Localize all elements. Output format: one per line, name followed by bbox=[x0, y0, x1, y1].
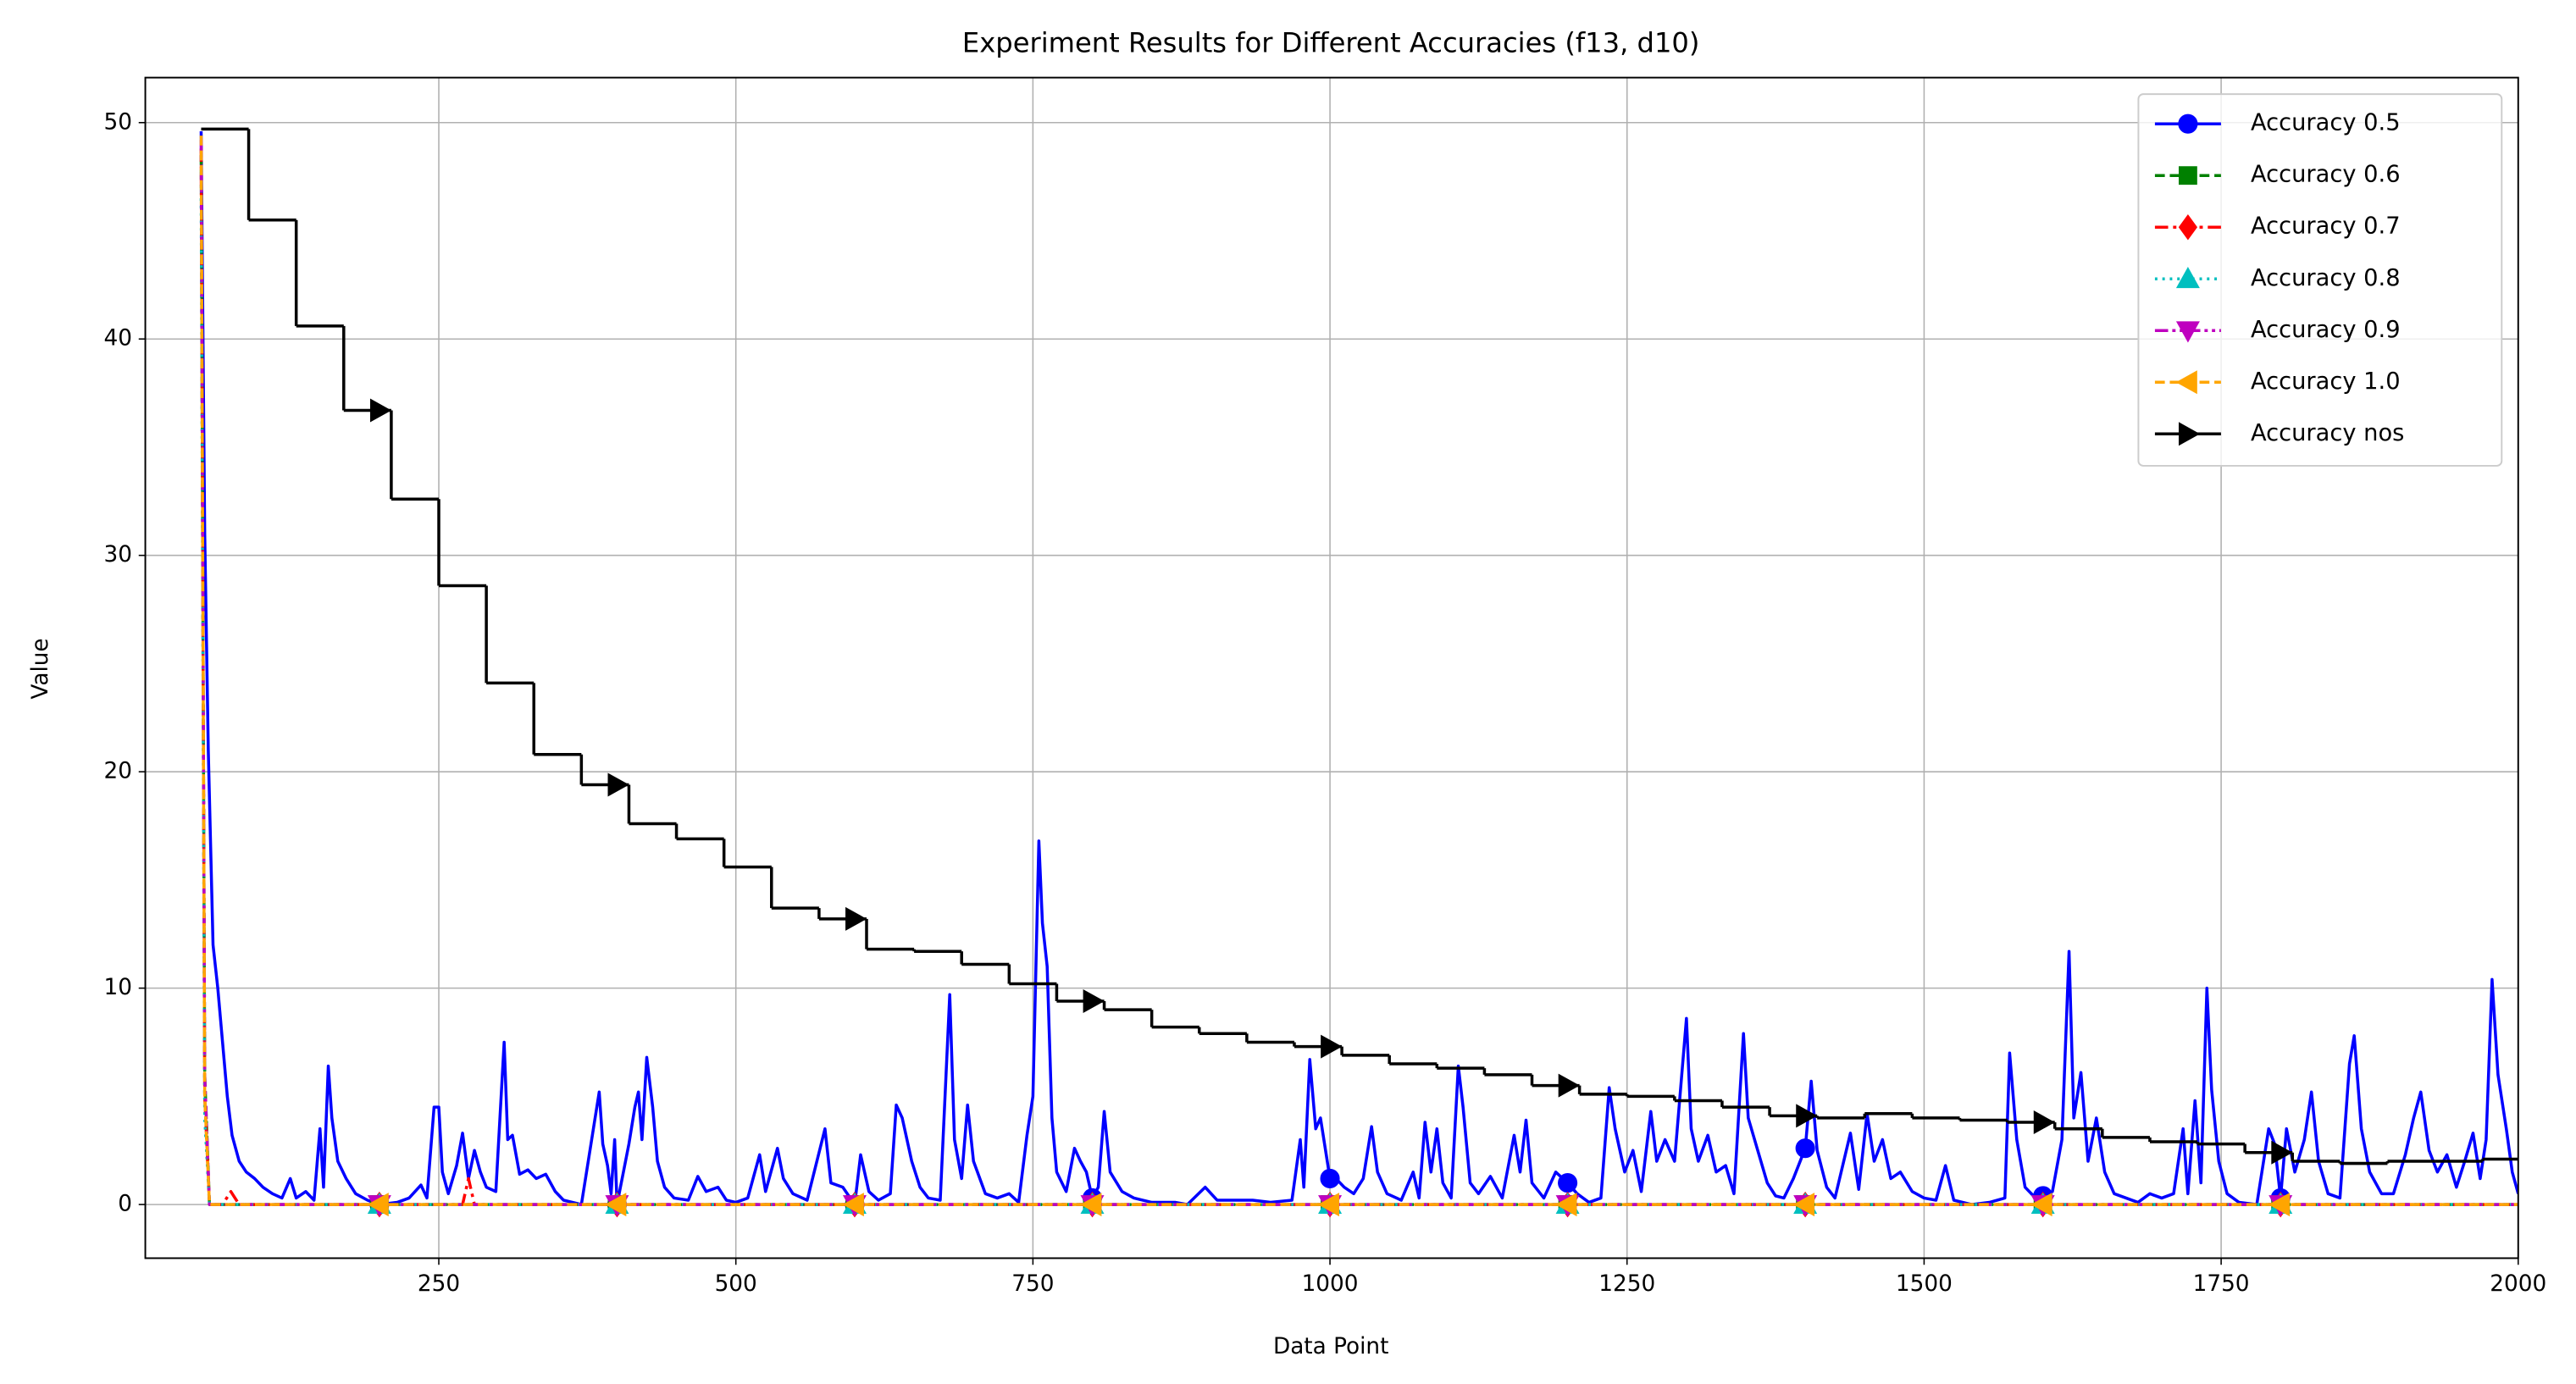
data-marker bbox=[1558, 1173, 1578, 1193]
data-marker bbox=[1555, 1193, 1577, 1217]
legend-label: Accuracy 0.8 bbox=[2251, 265, 2401, 291]
series-line bbox=[199, 130, 2518, 1206]
data-marker bbox=[1320, 1168, 1340, 1188]
x-tick-label: 1250 bbox=[1598, 1271, 1655, 1297]
y-tick-label: 50 bbox=[103, 109, 131, 135]
y-tick-label: 10 bbox=[103, 975, 131, 1000]
x-axis-label: Data Point bbox=[1273, 1334, 1388, 1359]
data-marker bbox=[2030, 1193, 2052, 1217]
chart-title: Experiment Results for Different Accurac… bbox=[962, 27, 1699, 59]
data-marker bbox=[1795, 1138, 1815, 1159]
data-marker bbox=[1083, 988, 1105, 1013]
x-tick-label: 250 bbox=[418, 1271, 460, 1297]
data-marker bbox=[367, 1193, 389, 1217]
data-marker bbox=[605, 1193, 627, 1217]
y-tick-label: 20 bbox=[103, 759, 131, 784]
data-marker bbox=[845, 906, 867, 931]
data-marker bbox=[2033, 1110, 2055, 1135]
data-marker bbox=[1317, 1193, 1339, 1217]
x-tick-label: 1750 bbox=[2193, 1271, 2250, 1297]
y-axis-label: Value bbox=[28, 638, 53, 699]
plot-area bbox=[199, 127, 2518, 1218]
x-tick-label: 500 bbox=[715, 1271, 757, 1297]
legend-marker bbox=[2178, 422, 2201, 446]
plot-frame bbox=[144, 76, 2519, 1259]
data-marker bbox=[607, 772, 629, 797]
data-marker bbox=[2271, 1140, 2293, 1165]
data-marker bbox=[1321, 1034, 1343, 1059]
x-tick-label: 1000 bbox=[1302, 1271, 1359, 1297]
legend-label: Accuracy 0.7 bbox=[2251, 213, 2401, 240]
data-marker bbox=[1558, 1073, 1580, 1098]
x-tick-label: 1500 bbox=[1896, 1271, 1953, 1297]
legend-marker bbox=[2178, 213, 2198, 241]
legend-label: Accuracy 0.5 bbox=[2251, 110, 2401, 136]
data-marker bbox=[842, 1193, 864, 1217]
data-marker bbox=[1796, 1104, 1818, 1128]
legend-box bbox=[2137, 93, 2503, 467]
y-tick-label: 30 bbox=[103, 542, 131, 567]
legend-label: Accuracy nos bbox=[2251, 420, 2404, 446]
legend-marker bbox=[2175, 266, 2200, 289]
legend-label: Accuracy 1.0 bbox=[2251, 368, 2401, 395]
legend-marker bbox=[2175, 370, 2197, 395]
x-tick-label: 2000 bbox=[2490, 1271, 2546, 1297]
legend-label: Accuracy 0.9 bbox=[2251, 317, 2401, 343]
legend-marker bbox=[2178, 166, 2197, 185]
data-marker bbox=[1080, 1193, 1102, 1217]
data-marker bbox=[369, 398, 392, 423]
y-tick-label: 40 bbox=[103, 326, 131, 352]
x-tick-label: 750 bbox=[1011, 1271, 1054, 1297]
y-tick-label: 0 bbox=[118, 1192, 132, 1217]
data-marker bbox=[1792, 1193, 1815, 1217]
data-marker bbox=[2268, 1193, 2291, 1217]
legend-label: Accuracy 0.6 bbox=[2251, 162, 2401, 188]
legend-marker bbox=[2178, 113, 2198, 134]
legend-marker bbox=[2175, 321, 2200, 343]
